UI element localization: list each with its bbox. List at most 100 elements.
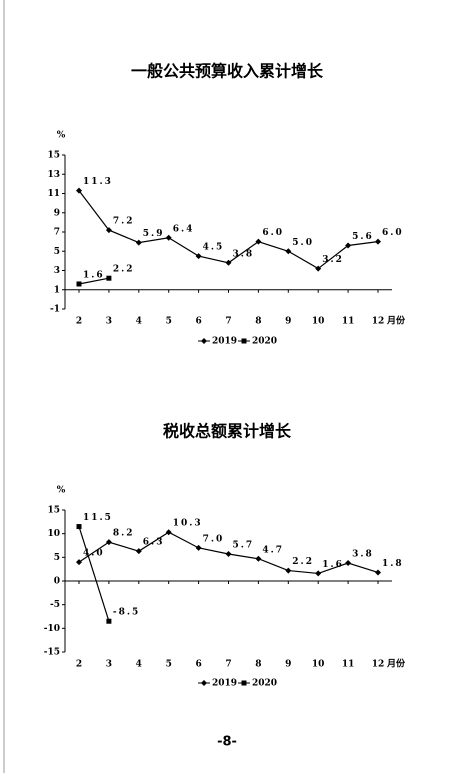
x-tick-label: 2 xyxy=(76,660,82,670)
marker xyxy=(345,560,352,567)
y-tick-label: 3 xyxy=(54,266,60,276)
marker xyxy=(105,539,112,546)
x-tick-label: 10 xyxy=(312,660,325,670)
marker xyxy=(345,242,352,249)
x-tick-label: 11 xyxy=(342,660,355,670)
marker xyxy=(106,275,112,281)
x-tick-label: 7 xyxy=(225,317,231,327)
y-tick-label: 13 xyxy=(47,170,60,180)
marker xyxy=(106,618,112,624)
marker xyxy=(201,338,207,344)
marker xyxy=(375,238,381,245)
marker xyxy=(225,259,232,266)
series-line xyxy=(78,277,110,285)
data-label: 4.7 xyxy=(262,545,284,555)
data-label: 4.5 xyxy=(203,243,225,253)
x-tick-label: 5 xyxy=(166,317,172,327)
marker xyxy=(76,559,82,566)
data-label: 10.3 xyxy=(173,519,203,529)
y-tick-label: -5 xyxy=(50,600,60,610)
marker xyxy=(255,555,262,562)
data-label: 7.0 xyxy=(203,534,225,544)
legend-label: 2020 xyxy=(252,679,277,689)
marker xyxy=(76,281,82,287)
marker xyxy=(375,569,381,576)
marker xyxy=(135,548,142,555)
data-label: 7.2 xyxy=(113,217,135,227)
x-tick-label: 2 xyxy=(76,317,82,327)
x-tick-label: 9 xyxy=(285,317,291,327)
x-tick-label: 8 xyxy=(255,317,261,327)
y-tick-label: 1 xyxy=(54,285,60,295)
marker xyxy=(315,570,322,577)
y-tick-label: 0 xyxy=(54,577,60,587)
y-tick-label: 11 xyxy=(47,189,60,199)
y-tick-label: 5 xyxy=(54,247,60,257)
y-tick-label: 15 xyxy=(47,151,60,161)
y-tick-label: 7 xyxy=(54,228,60,238)
x-tick-label: 3 xyxy=(106,317,112,327)
data-label: 5.9 xyxy=(143,229,165,239)
marker xyxy=(135,239,142,246)
y-axis-label: % xyxy=(57,486,66,496)
marker xyxy=(241,338,247,344)
data-label: 6.4 xyxy=(173,224,195,234)
data-label: 2.2 xyxy=(113,265,135,275)
x-tick-label: 12 xyxy=(372,317,385,327)
x-tick-label: 12 xyxy=(372,660,385,670)
data-label: 5.6 xyxy=(352,232,374,242)
data-label: 5.7 xyxy=(233,541,255,551)
data-label: 5.0 xyxy=(292,238,314,248)
marker xyxy=(76,524,82,530)
x-tick-label: 4 xyxy=(136,660,142,670)
x-tick-label: 6 xyxy=(195,317,201,327)
marker xyxy=(165,529,172,536)
y-tick-label: -10 xyxy=(44,624,60,634)
data-label: 11.5 xyxy=(83,513,113,523)
marker xyxy=(225,551,232,558)
marker xyxy=(285,567,292,574)
data-label: -8.5 xyxy=(113,608,140,618)
y-axis-label: % xyxy=(57,131,66,141)
marker xyxy=(195,544,202,551)
marker xyxy=(315,265,322,272)
x-tick-label: 11 xyxy=(342,317,355,327)
x-tick-label: 9 xyxy=(285,660,291,670)
legend-label: 2019 xyxy=(212,337,237,347)
data-label: 6.0 xyxy=(262,228,284,238)
data-label: 3.8 xyxy=(233,249,255,259)
x-tick-label: 4 xyxy=(136,317,142,327)
marker xyxy=(105,227,112,234)
x-axis-label: 月份 xyxy=(386,315,406,327)
legend-label: 2019 xyxy=(212,679,237,689)
x-tick-label: 6 xyxy=(195,660,201,670)
marker xyxy=(241,680,247,686)
y-tick-label: 15 xyxy=(47,506,60,516)
data-label: 2.2 xyxy=(292,557,314,567)
x-axis-label: 月份 xyxy=(386,658,406,670)
y-tick-label: 5 xyxy=(54,553,60,563)
x-tick-label: 3 xyxy=(106,660,112,670)
x-tick-label: 5 xyxy=(166,660,172,670)
data-label: 6.0 xyxy=(382,228,404,238)
y-tick-label: 10 xyxy=(47,529,60,539)
chart-title: 一般公共预算收入累计增长 xyxy=(131,62,324,81)
y-tick-label: 9 xyxy=(54,208,60,218)
data-label: 8.2 xyxy=(113,529,135,539)
chart-title: 税收总额累计增长 xyxy=(163,422,292,441)
y-tick-label: -15 xyxy=(44,648,60,658)
marker xyxy=(165,234,172,241)
data-label: 3.2 xyxy=(322,255,344,265)
data-label: 1.8 xyxy=(382,559,404,569)
page-number: -8- xyxy=(217,735,237,750)
x-tick-label: 8 xyxy=(255,660,261,670)
marker xyxy=(76,187,82,194)
legend-label: 2020 xyxy=(252,337,277,347)
x-tick-label: 10 xyxy=(312,317,325,327)
marker xyxy=(201,680,207,686)
data-label: 11.3 xyxy=(83,177,113,187)
y-tick-label: -1 xyxy=(50,305,60,315)
data-label: 6.3 xyxy=(143,538,165,548)
x-tick-label: 7 xyxy=(225,660,231,670)
